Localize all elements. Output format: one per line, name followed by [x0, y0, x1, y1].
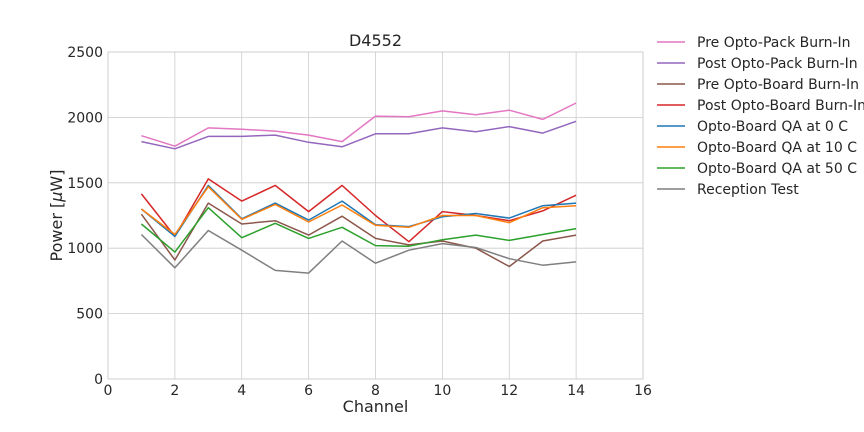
x-tick-labels: 0 2 4 6 8 10 12 14 16	[104, 383, 652, 399]
series-line-1	[141, 102, 577, 147]
legend-label: Pre Opto-Pack Burn-In	[697, 35, 851, 51]
series-line-6	[140, 185, 577, 236]
series-line-3	[140, 202, 577, 268]
x-tick-label: 14	[567, 383, 585, 399]
legend-label: Opto-Board QA at 50 C	[697, 161, 857, 177]
x-tick-label: 6	[304, 383, 313, 399]
y-tick-label: 1000	[67, 241, 103, 257]
y-axis-label-main: Power [	[47, 202, 66, 262]
series-line-2	[141, 120, 577, 150]
y-axis-label: Power [μW]	[47, 170, 66, 262]
x-axis-label: Channel	[343, 397, 409, 416]
y-axis-label-unit-rest: W]	[47, 170, 66, 192]
legend-label: Post Opto-Board Burn-In	[697, 98, 864, 114]
series-line-7	[140, 206, 577, 253]
y-tick-labels: 0 500 1000 1500 2000 2500	[67, 45, 103, 388]
plot-area-frame	[107, 51, 644, 380]
series-line-4	[140, 178, 577, 243]
x-tick-label: 4	[237, 383, 246, 399]
y-tick-label: 500	[76, 307, 103, 323]
x-tick-label: 10	[433, 383, 451, 399]
legend: Pre Opto-Pack Burn-In Post Opto-Pack Burn…	[657, 35, 864, 198]
x-tick-label: 8	[371, 383, 380, 399]
x-tick-label: 0	[104, 383, 113, 399]
y-axis-label-unit: μ	[47, 192, 66, 203]
legend-label: Opto-Board QA at 0 C	[697, 119, 848, 135]
legend-label: Pre Opto-Board Burn-In	[697, 77, 859, 93]
x-tick-label: 16	[634, 383, 652, 399]
series-lines	[140, 102, 577, 274]
x-tick-label: 2	[170, 383, 179, 399]
legend-label: Opto-Board QA at 10 C	[697, 140, 857, 156]
y-tick-label: 1500	[67, 176, 103, 192]
y-tick-label: 0	[94, 372, 103, 388]
series-line-8	[140, 229, 577, 274]
y-tick-label: 2000	[67, 110, 103, 126]
y-tick-label: 2500	[67, 45, 103, 61]
legend-label: Reception Test	[697, 182, 799, 198]
legend-label: Post Opto-Pack Burn-In	[697, 56, 858, 72]
chart-title: D4552	[349, 31, 402, 50]
x-tick-label: 12	[500, 383, 518, 399]
series-line-5	[140, 184, 577, 238]
